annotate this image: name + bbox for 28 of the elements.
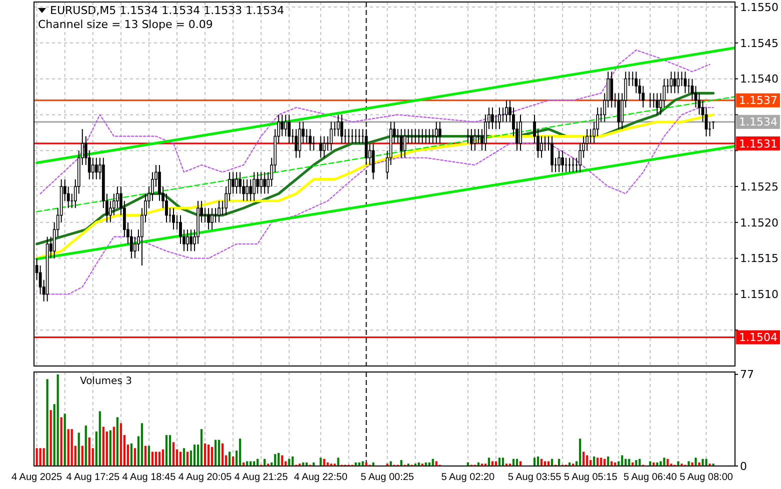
ref-line-label: 1.1504 xyxy=(739,331,778,344)
y-tick-label: 1.1525 xyxy=(740,180,778,194)
x-tick-label: 4 Aug 18:45 xyxy=(122,472,176,483)
x-tick-label: 4 Aug 20:05 xyxy=(178,472,232,483)
y-tick-label: 0 xyxy=(740,460,747,473)
y-tick-label: 1.1520 xyxy=(740,216,778,230)
y-tick-label: 1.1515 xyxy=(740,252,778,266)
chart-title: Volumes 3 xyxy=(80,376,132,387)
x-tick-label: 5 Aug 06:40 xyxy=(623,472,678,483)
x-tick-label: 4 Aug 21:25 xyxy=(234,472,288,483)
x-tick-label: 5 Aug 08:00 xyxy=(680,472,734,483)
ref-line-label: 1.1531 xyxy=(739,137,778,150)
y-tick-label: 1.1545 xyxy=(740,36,778,50)
chart-title: EURUSD,M5 1.1534 1.1534 1.1533 1.1534 xyxy=(50,4,284,17)
y-tick-label: 1.1550 xyxy=(740,0,778,14)
x-tick-label: 5 Aug 00:25 xyxy=(360,472,414,483)
y-tick-label: 1.1510 xyxy=(740,288,778,302)
ref-line-label: 1.1534 xyxy=(739,116,778,129)
x-tick-label: 4 Aug 17:25 xyxy=(66,472,120,483)
x-tick-label: 5 Aug 02:20 xyxy=(441,472,496,483)
x-tick-label: 4 Aug 2025 xyxy=(12,472,63,483)
ref-line-label: 1.1537 xyxy=(739,94,778,108)
x-tick-label: 4 Aug 22:50 xyxy=(294,472,348,483)
y-tick-label: 77 xyxy=(740,368,754,382)
text: Channel size = 13 Slope = 0.09 xyxy=(38,18,213,31)
x-tick-label: 5 Aug 03:55 xyxy=(508,472,562,483)
x-tick-label: 5 Aug 05:15 xyxy=(564,472,618,483)
y-tick-label: 1.1540 xyxy=(740,72,778,86)
